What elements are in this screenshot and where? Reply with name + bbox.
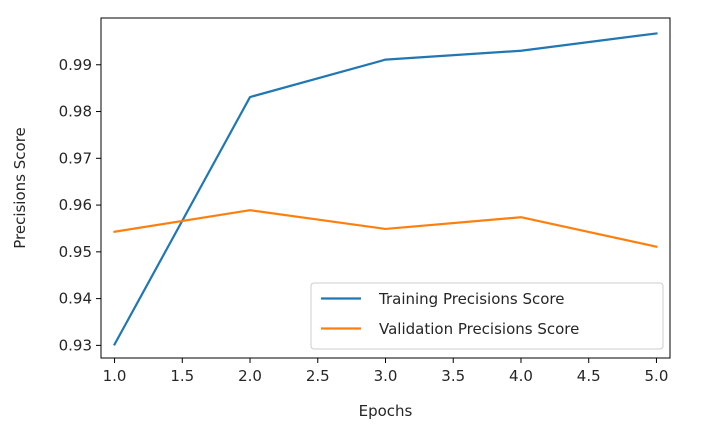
x-tick-label: 3.0 [374,367,398,385]
x-axis-label: Epochs [359,402,413,420]
x-tick-label: 4.5 [577,367,601,385]
y-tick-label: 0.98 [59,103,92,121]
x-tick-label: 2.5 [306,367,330,385]
y-axis-label: Precisions Score [11,127,29,249]
x-tick-label: 1.5 [170,367,194,385]
y-tick-label: 0.95 [59,243,92,261]
y-tick-label: 0.97 [59,149,92,167]
x-tick-label: 4.0 [509,367,533,385]
legend: Training Precisions Score Validation Pre… [311,283,663,349]
x-tick-label: 5.0 [645,367,669,385]
legend-label-training: Training Precisions Score [378,290,564,308]
y-tick-label: 0.96 [59,196,92,214]
x-tick-label: 2.0 [238,367,262,385]
y-tick-label: 0.99 [59,56,92,74]
series-line-validation [115,210,657,246]
x-tick-label: 1.0 [103,367,127,385]
y-tick-label: 0.94 [59,290,92,308]
x-tick-label: 3.5 [441,367,465,385]
y-tick-label: 0.93 [59,336,92,354]
legend-label-validation: Validation Precisions Score [379,320,579,338]
